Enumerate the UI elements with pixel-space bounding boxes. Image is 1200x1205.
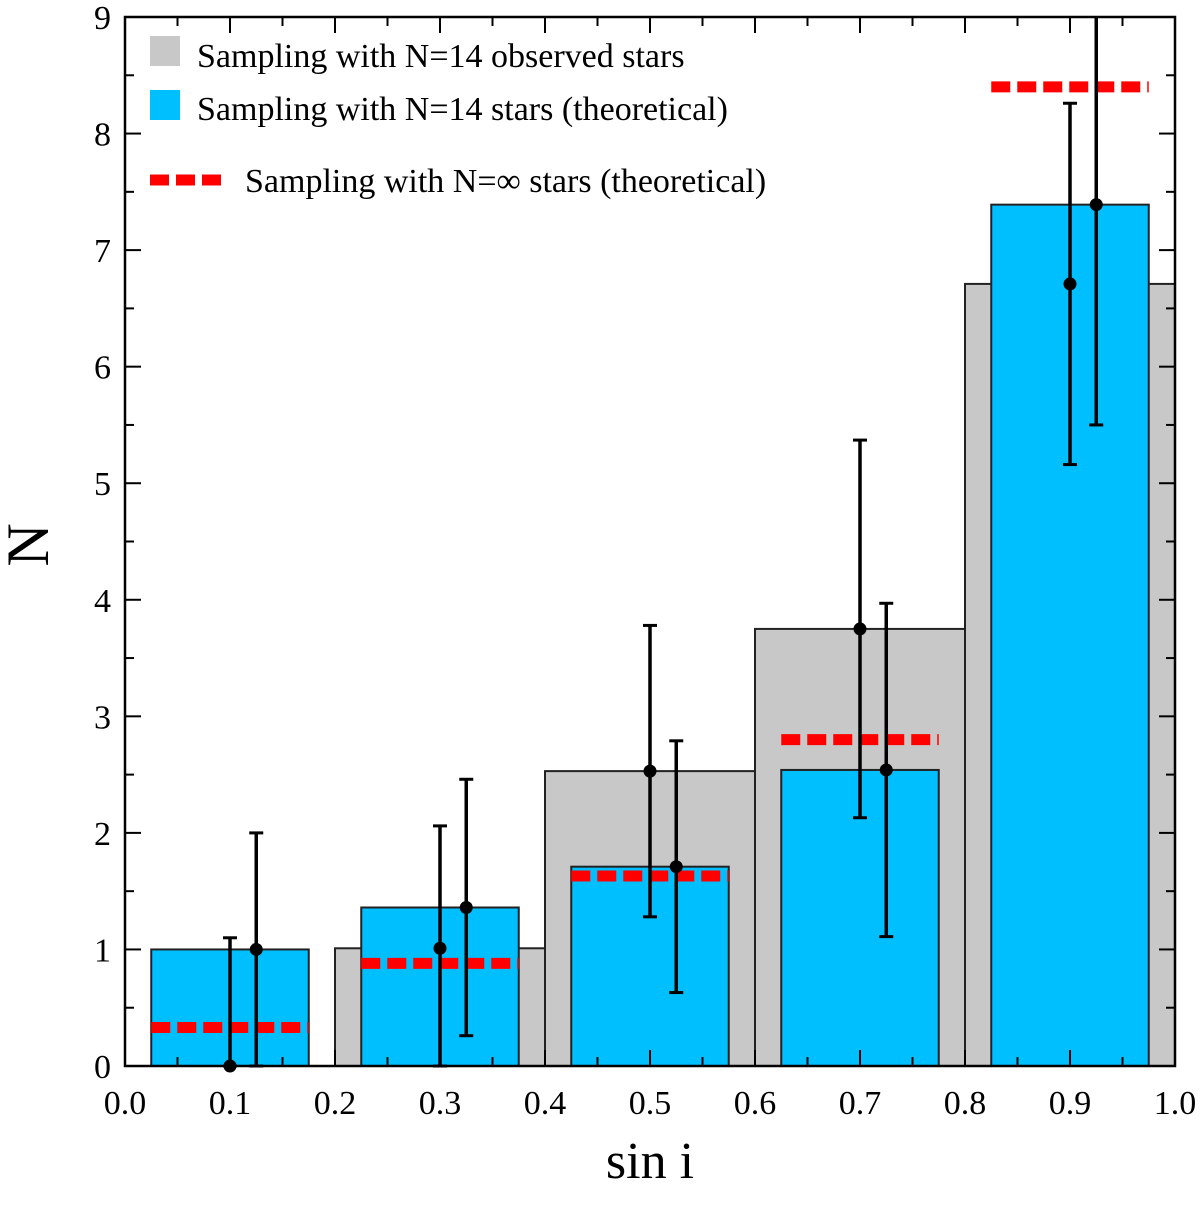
x-tick-label: 0.8 (944, 1085, 987, 1122)
theoretical-bar (780, 768, 940, 1068)
y-tick-label: 2 (94, 816, 111, 853)
x-tick-label: 0.0 (104, 1085, 147, 1122)
observed-point (1063, 277, 1077, 291)
y-tick-label: 6 (94, 350, 111, 387)
x-tick-label: 0.4 (524, 1085, 567, 1122)
y-axis-title: N (0, 523, 61, 566)
legend-label-observed: Sampling with N=14 observed stars (197, 38, 685, 75)
errors-layer (223, 17, 1104, 1073)
x-axis-title: sin i (606, 1133, 694, 1190)
x-tick-label: 1.0 (1154, 1085, 1197, 1122)
theoretical-point (249, 942, 263, 956)
legend-label-theoretical-infinity: Sampling with N=∞ stars (theoretical) (245, 163, 766, 200)
theoretical-point (1089, 198, 1103, 212)
ticks-layer: 0 1 2 3 4 5 6 7 8 9 0.0 0.1 0.2 0.3 0.4 0.5 0.6 0.7 0.8 0.9… (94, 0, 1196, 1122)
x-tick-label: 0.9 (1049, 1085, 1092, 1122)
x-tick-label: 0.5 (629, 1085, 672, 1122)
x-tick-label: 0.7 (839, 1085, 882, 1122)
observed-point (433, 941, 447, 955)
bars-layer (150, 203, 1176, 1068)
theoretical-point (669, 860, 683, 874)
observed-point (643, 764, 657, 778)
y-tick-label: 0 (94, 1049, 111, 1086)
y-tick-label: 5 (94, 466, 111, 503)
y-tick-label: 7 (94, 233, 111, 270)
legend-label-theoretical-14: Sampling with N=14 stars (theoretical) (197, 91, 728, 128)
y-tick-label: 1 (94, 932, 111, 969)
legend-swatch-theoretical-14 (150, 90, 180, 120)
theoretical-point (879, 763, 893, 777)
y-tick-label: 3 (94, 699, 111, 736)
theoretical-point (459, 900, 473, 914)
x-tick-label: 0.2 (314, 1085, 357, 1122)
x-tick-label: 0.3 (419, 1085, 462, 1122)
observed-point (853, 622, 867, 636)
x-tick-label: 0.6 (734, 1085, 777, 1122)
legend: Sampling with N=14 observed stars Sampli… (150, 36, 766, 200)
y-tick-label: 8 (94, 117, 111, 154)
y-tick-label: 9 (94, 0, 111, 37)
y-tick-label: 4 (94, 583, 111, 620)
x-tick-label: 0.1 (209, 1085, 252, 1122)
legend-swatch-observed (150, 36, 180, 66)
